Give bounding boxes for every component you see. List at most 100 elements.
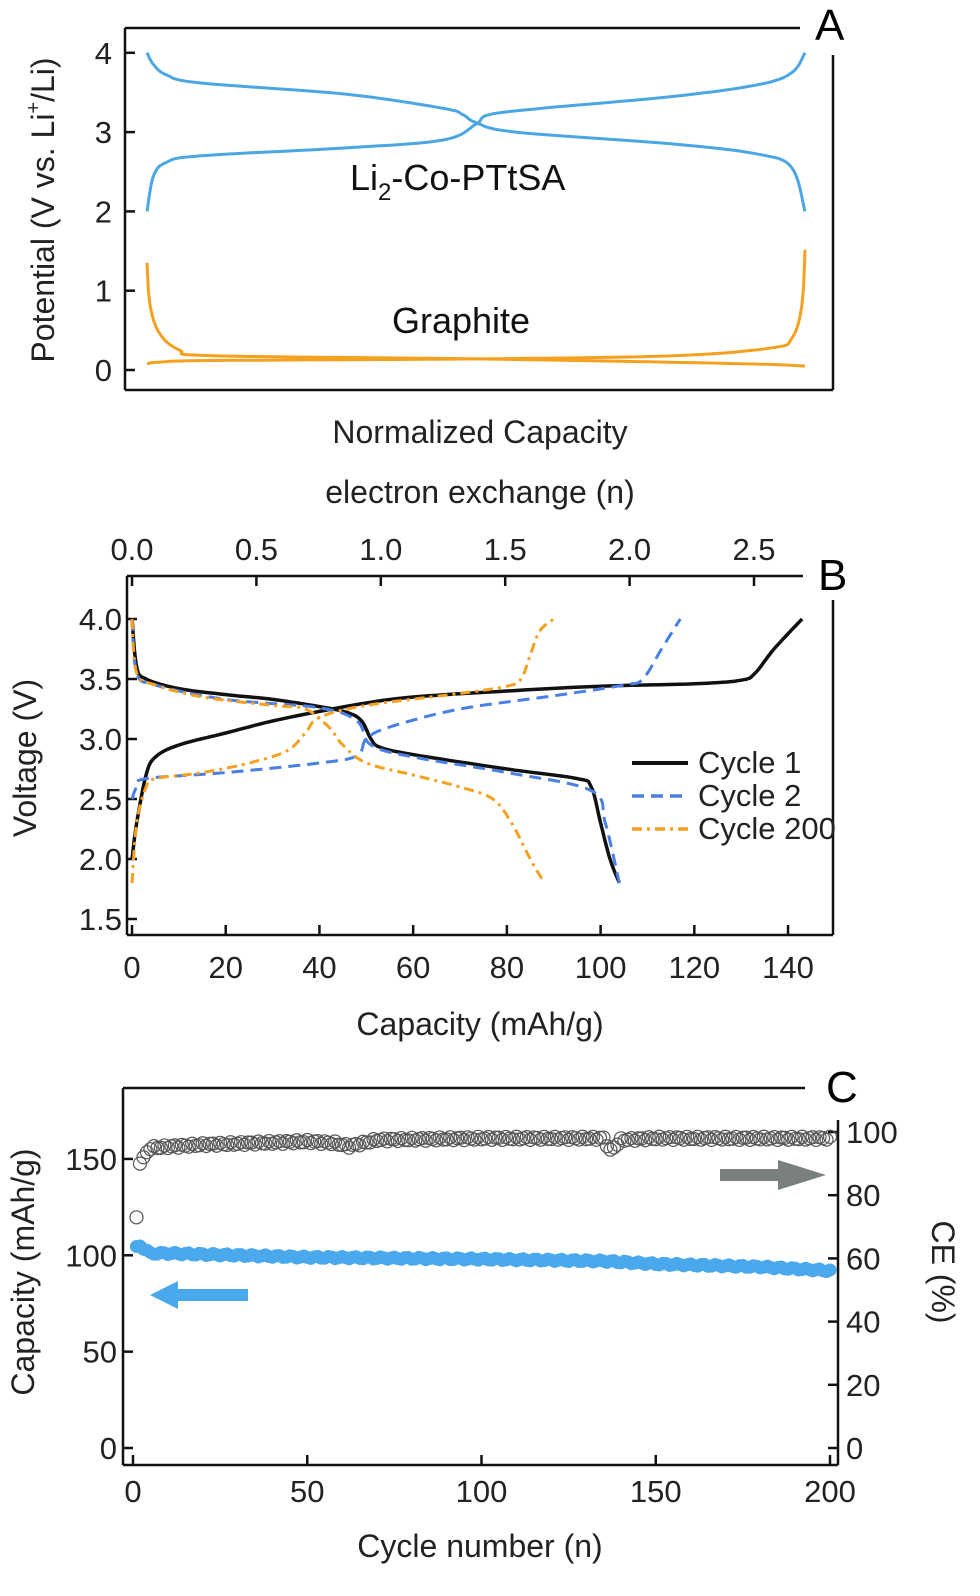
ce-point: [181, 1139, 196, 1154]
ce-point: [338, 1136, 353, 1152]
x-axis-label-a: Normalized Capacity: [332, 414, 627, 450]
ce-point: [153, 1140, 168, 1155]
ce-point: [456, 1133, 472, 1148]
ce-point: [261, 1133, 277, 1149]
ce-point: [495, 1132, 510, 1147]
ce-point: [195, 1136, 210, 1151]
ce-point: [251, 1134, 266, 1149]
ce-point: [704, 1132, 719, 1147]
capacity-point: [823, 1263, 837, 1277]
ce-point: [206, 1136, 221, 1151]
panel-c: C Cycle number (n) Capacity (mAh/g) CE (…: [5, 1063, 961, 1564]
y-tick-label-a: 3: [95, 115, 112, 150]
ce-point: [805, 1130, 820, 1145]
ce-point: [150, 1140, 165, 1156]
series-line-a-2: [145, 262, 806, 368]
panel-label-c: C: [826, 1063, 858, 1112]
ce-point: [296, 1135, 311, 1150]
ce-point: [781, 1132, 796, 1147]
x2-tick-label-b: 2.0: [608, 532, 651, 567]
ce-point: [209, 1138, 224, 1153]
ce-point: [732, 1132, 747, 1147]
ce-point: [728, 1129, 744, 1145]
x-tick-label-c: 150: [630, 1474, 682, 1509]
ce-point: [505, 1132, 520, 1147]
ce-point: [822, 1129, 838, 1144]
legend-label: Cycle 2: [698, 778, 801, 813]
legend-label: Cycle 200: [698, 811, 836, 846]
ce-point: [331, 1137, 346, 1152]
ce-point: [397, 1132, 412, 1148]
ce-point: [718, 1129, 733, 1144]
ce-point: [533, 1132, 548, 1147]
ce-point: [376, 1131, 392, 1146]
ce-point: [537, 1129, 552, 1144]
ce-point: [819, 1132, 834, 1147]
ce-point: [258, 1136, 273, 1151]
x-axis-label-c: Cycle number (n): [357, 1528, 602, 1564]
ce-point: [725, 1131, 740, 1146]
ce-point: [634, 1131, 649, 1146]
ce-point: [233, 1135, 249, 1150]
x2-tick-label-b: 0.5: [235, 532, 278, 567]
ce-point: [390, 1133, 405, 1149]
y-axis-label-b: Voltage (V): [7, 679, 43, 837]
y-tick-label-b: 4.0: [79, 602, 122, 637]
ce-point: [680, 1129, 695, 1144]
x2-axis-label-b: electron exchange (n): [325, 474, 635, 510]
ce-point: [387, 1132, 402, 1147]
ce-point: [638, 1133, 653, 1148]
ce-point: [592, 1130, 608, 1145]
ce-point: [585, 1129, 601, 1144]
x2-tick-label-b: 1.5: [484, 532, 527, 567]
ce-point: [648, 1132, 663, 1147]
y2-tick-label-c: 60: [846, 1241, 880, 1276]
ce-point: [289, 1133, 304, 1148]
ce-point: [171, 1140, 186, 1155]
ce-point: [432, 1130, 447, 1145]
ce-point: [300, 1132, 315, 1148]
ce-point: [443, 1130, 458, 1145]
ce-point: [753, 1132, 768, 1147]
ce-point: [624, 1131, 639, 1146]
ce-point: [645, 1131, 660, 1146]
x-tick-label-c: 100: [456, 1474, 508, 1509]
y-tick-label-b: 3.0: [79, 722, 122, 757]
ce-point: [359, 1135, 374, 1150]
x-tick-label-b: 0: [123, 950, 140, 985]
annotation-anode: Graphite: [392, 300, 530, 341]
ce-point: [742, 1132, 757, 1147]
ce-point: [791, 1132, 806, 1147]
ce-point: [223, 1135, 238, 1150]
y-tick-label-a: 1: [95, 274, 112, 309]
ce-point: [509, 1129, 524, 1144]
panel-label-b: B: [818, 551, 847, 600]
x-tick-label-c: 200: [804, 1474, 856, 1509]
ce-point: [199, 1138, 214, 1154]
ce-point: [530, 1130, 545, 1146]
x2-tick-label-b: 2.5: [732, 532, 775, 567]
ce-point: [603, 1142, 618, 1157]
series-line-a-3: [146, 249, 807, 366]
ce-point: [310, 1134, 325, 1149]
ce-point: [481, 1129, 496, 1145]
ce-point: [488, 1130, 503, 1145]
ce-point: [160, 1140, 175, 1156]
ce-point: [366, 1132, 381, 1147]
ce-point: [784, 1129, 799, 1144]
ce-point: [683, 1131, 698, 1147]
arrow-right-icon: [720, 1160, 826, 1190]
x-tick-label-c: 50: [290, 1474, 324, 1509]
ce-point: [418, 1133, 433, 1148]
x-tick-label-b: 60: [396, 950, 430, 985]
x2-tick-label-b: 1.0: [359, 532, 402, 567]
x-tick-label-b: 100: [575, 950, 627, 985]
y2-tick-label-c: 0: [846, 1431, 863, 1466]
arrow-left-icon: [150, 1281, 248, 1309]
x-tick-label-b: 20: [208, 950, 242, 985]
y2-tick-label-c: 100: [846, 1115, 898, 1150]
ce-point: [662, 1130, 677, 1145]
ce-point: [606, 1140, 622, 1155]
y-tick-label-b: 3.5: [79, 662, 122, 697]
x-tick-label-b: 120: [668, 950, 720, 985]
